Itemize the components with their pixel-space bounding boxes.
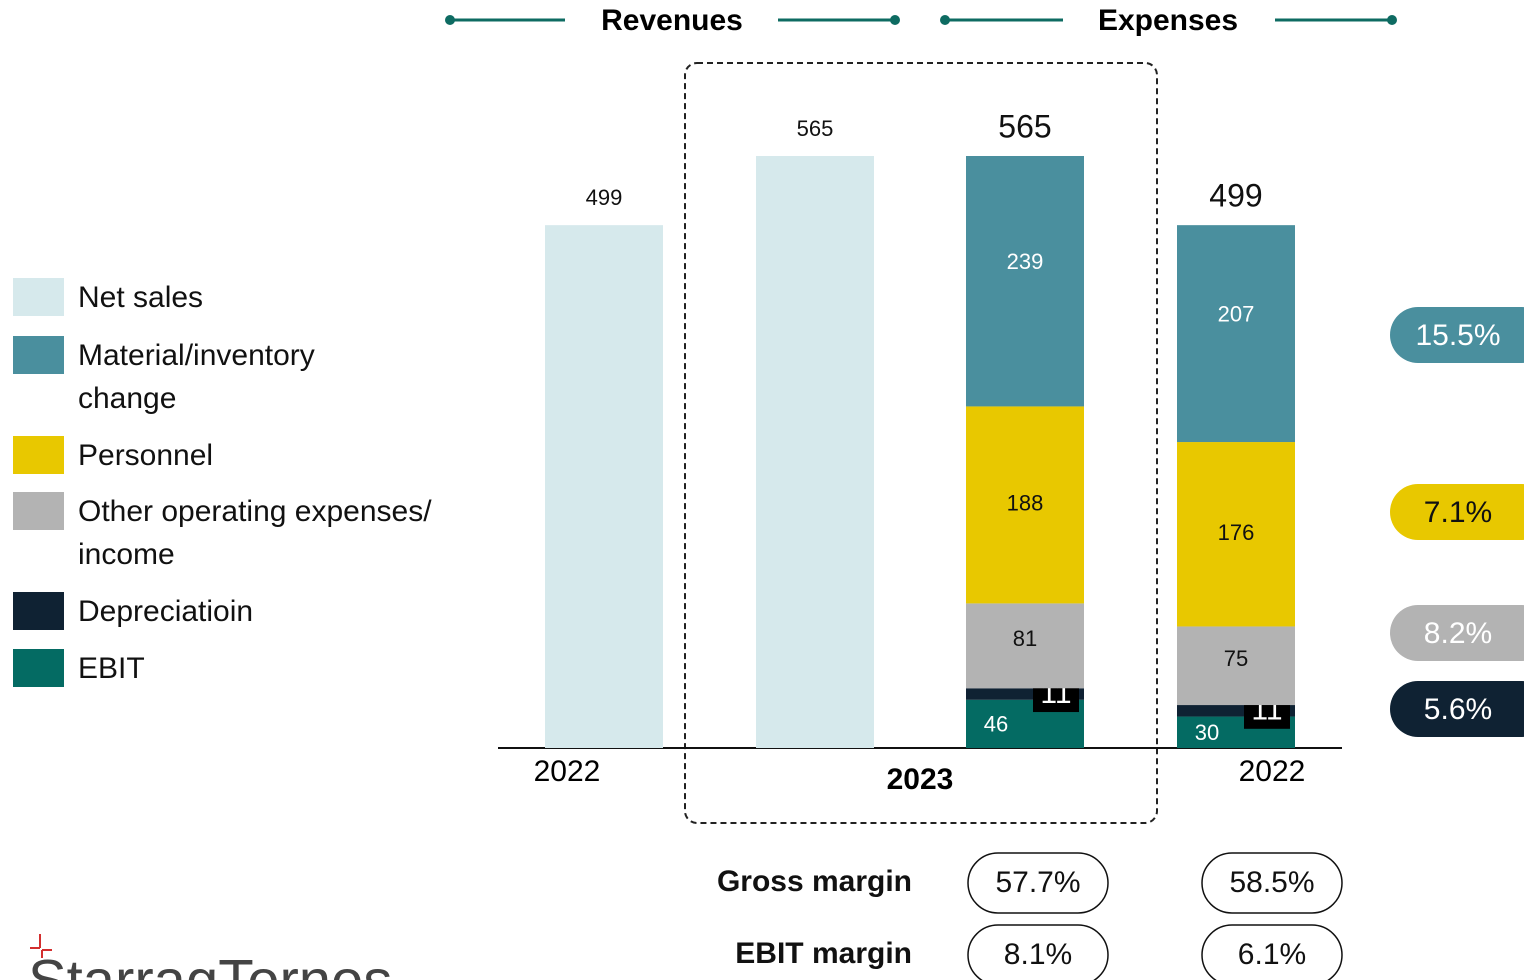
legend-item: Material/inventory change xyxy=(13,336,378,420)
value-label: 46 xyxy=(984,712,1008,737)
x-label: 2022 xyxy=(534,755,601,788)
value-label: 30 xyxy=(1195,720,1219,745)
bar-segment xyxy=(1177,442,1295,627)
change-label: 5.6% xyxy=(1424,693,1492,726)
bar-segment xyxy=(1177,225,1295,443)
margin-pill xyxy=(1201,924,1343,980)
legend-label: Net sales xyxy=(78,281,204,314)
change-pill xyxy=(1390,484,1524,540)
value-label: 565 xyxy=(797,116,834,141)
bar-segment xyxy=(545,225,663,748)
legend-swatch xyxy=(13,278,64,316)
x-label: 2023 xyxy=(887,763,954,796)
legend-item: Personnel xyxy=(13,436,478,477)
value-label: 239 xyxy=(1007,249,1044,274)
header-dot xyxy=(1387,15,1397,25)
legend-swatch xyxy=(13,492,64,530)
bar-segment xyxy=(966,603,1084,689)
value-label: 176 xyxy=(1218,520,1255,545)
change-label: 8.2% xyxy=(1424,617,1492,650)
change-pill xyxy=(1390,307,1524,363)
legend-label: Personnel xyxy=(78,439,214,472)
bar-segment xyxy=(1177,626,1295,706)
legend-item: Depreciatioin xyxy=(13,592,478,633)
margin-pill xyxy=(967,924,1109,980)
legend-label: Depreciatioin xyxy=(78,595,254,628)
margin-value: 8.1% xyxy=(1004,938,1072,971)
margin-value: 57.7% xyxy=(995,866,1080,899)
value-label: 188 xyxy=(1007,491,1044,516)
value-label: 75 xyxy=(1224,646,1248,671)
margin-pill xyxy=(967,852,1109,914)
value-label: 207 xyxy=(1218,301,1255,326)
x-label: 2022 xyxy=(1239,755,1306,788)
legend-swatch xyxy=(13,592,64,630)
legend-item: EBIT xyxy=(13,649,478,690)
highlight-box xyxy=(684,62,1158,824)
margin-label: Gross margin xyxy=(717,865,912,898)
legend-swatch xyxy=(13,649,64,687)
bar-segment xyxy=(966,156,1084,407)
header-dot xyxy=(940,15,950,25)
legend-item: Net sales xyxy=(13,278,478,319)
header: Expenses xyxy=(1098,4,1238,37)
legend-label: Other operating expenses/ income xyxy=(78,495,432,571)
total-label: 499 xyxy=(1209,178,1262,214)
bar-segment xyxy=(1177,705,1295,717)
legend-label: EBIT xyxy=(78,652,145,685)
margin-pill xyxy=(1201,852,1343,914)
value-label: 81 xyxy=(1013,626,1037,651)
change-label: 7.1% xyxy=(1424,496,1492,529)
change-pill xyxy=(1390,605,1524,661)
logo: StarragTornos xyxy=(28,948,392,980)
legend-swatch xyxy=(13,336,64,374)
margin-label: EBIT margin xyxy=(735,937,912,970)
value-label: 499 xyxy=(586,185,623,210)
header-dot xyxy=(890,15,900,25)
bar-segment xyxy=(966,688,1084,700)
legend-swatch xyxy=(13,436,64,474)
legend-item: Other operating expenses/ income xyxy=(13,492,503,576)
logo-mark xyxy=(30,934,52,958)
margin-value: 6.1% xyxy=(1238,938,1306,971)
change-label: 15.5% xyxy=(1415,319,1500,352)
bar-segment xyxy=(966,406,1084,604)
legend-label: Material/inventory change xyxy=(78,339,315,415)
header-dot xyxy=(445,15,455,25)
change-pill xyxy=(1390,681,1524,737)
margin-value: 58.5% xyxy=(1229,866,1314,899)
bar-segment xyxy=(756,156,874,748)
header: Revenues xyxy=(601,4,743,37)
total-label: 565 xyxy=(998,108,1051,144)
